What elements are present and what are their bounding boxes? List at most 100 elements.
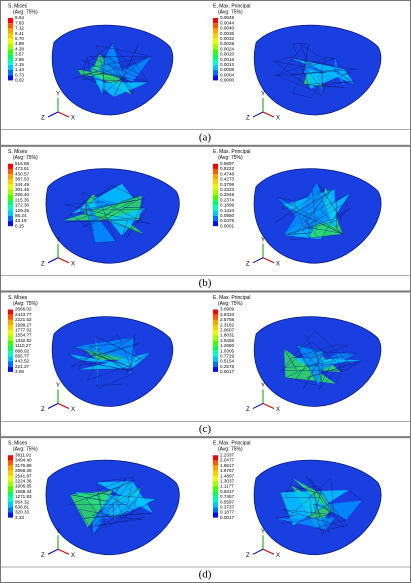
- mesh-line: [95, 335, 142, 360]
- mesh-line: [290, 188, 335, 216]
- mesh-line: [341, 72, 352, 76]
- legend-value: 0.1424: [220, 208, 234, 213]
- legend-value: 7.83: [15, 20, 24, 25]
- legend-subtitle: (Avg: 75%): [13, 447, 38, 453]
- triad-axis: [47, 548, 59, 555]
- legend-value: 0.0008: [220, 67, 234, 72]
- legend-value: 0.2374: [220, 197, 234, 202]
- mesh-line: [343, 360, 362, 372]
- triad-label: Y: [56, 237, 60, 243]
- triad-label: Y: [56, 92, 60, 98]
- mesh-line: [95, 385, 99, 389]
- mesh-line: [83, 74, 110, 84]
- mesh-line: [82, 59, 87, 63]
- legend-title: S, Mises: [8, 295, 28, 301]
- legend-band: [8, 215, 13, 221]
- triad-axis: [47, 403, 59, 409]
- mesh-line: [313, 492, 320, 518]
- mesh-line: [283, 205, 317, 230]
- mesh-line: [316, 351, 322, 383]
- mesh-line: [134, 63, 149, 83]
- mesh-line: [82, 78, 149, 83]
- mesh-line: [132, 333, 136, 361]
- stress-patch: [280, 489, 349, 527]
- legend-value: 2666.02: [15, 307, 32, 312]
- legend-band: [213, 356, 218, 362]
- mesh-line: [335, 370, 343, 384]
- legend-value: 0.5697: [220, 161, 234, 166]
- legend-value: 344.49: [15, 182, 29, 187]
- legend-value: 6.41: [15, 31, 24, 36]
- mesh-line: [110, 43, 139, 74]
- mesh-line: [99, 476, 135, 522]
- mesh-line: [82, 57, 88, 77]
- legend-value: 1.2880: [220, 343, 234, 348]
- legend-value: 1554.77: [15, 333, 32, 338]
- mesh-line: [340, 359, 348, 373]
- mesh-line: [64, 220, 128, 223]
- mesh-line: [281, 521, 298, 524]
- mesh-line: [292, 93, 312, 99]
- legend-band: [213, 174, 218, 180]
- mesh-line: [91, 222, 94, 232]
- mesh-line: [68, 492, 104, 505]
- legend-value: 301.45: [15, 187, 29, 192]
- legend-band: [8, 168, 13, 175]
- legend-band: [8, 460, 13, 466]
- legend-band: [8, 44, 13, 50]
- legend-value: 1271.83: [15, 494, 32, 499]
- triad-label: X: [71, 116, 75, 122]
- legend-value: 0.4273: [220, 177, 234, 182]
- mesh-line: [96, 476, 134, 483]
- legend-value: 2224.36: [15, 478, 32, 483]
- legend-band: [8, 33, 13, 39]
- mesh-line: [82, 59, 125, 80]
- legend-value: 1.1177: [220, 484, 234, 489]
- legend-value: 0.5154: [220, 359, 234, 364]
- triad-label: Z: [246, 407, 250, 413]
- mesh-line: [312, 191, 317, 230]
- legend-title: S, Mises: [8, 441, 28, 447]
- panel: (c)S, Mises(Avg: 75%)2666.022443.772221.…: [0, 291, 411, 438]
- mesh-line: [108, 198, 140, 219]
- mesh-line: [82, 76, 96, 83]
- legend-value: 3811.91: [15, 452, 32, 457]
- mesh-line: [77, 364, 81, 370]
- mesh-line: [102, 201, 140, 221]
- mesh-line: [91, 199, 135, 223]
- mesh-line: [126, 209, 147, 238]
- legend-value: 2.8333: [220, 312, 234, 317]
- legend-band: [213, 340, 218, 346]
- legend-band: [8, 345, 13, 352]
- mesh-line: [292, 478, 294, 481]
- mesh-line: [303, 81, 355, 85]
- legend-band: [213, 210, 218, 216]
- model-body: [51, 316, 174, 407]
- legend-value: 2.3182: [220, 322, 234, 327]
- legend-value: 0.1899: [220, 203, 234, 208]
- mesh-line: [312, 81, 355, 87]
- legend-value: 1.44: [15, 67, 24, 72]
- legend-value: 8.54: [15, 15, 24, 20]
- triad-label: Y: [261, 237, 265, 243]
- panel: (d)S, Mises(Avg: 75%)3811.913494.403176.…: [0, 437, 411, 583]
- legend-value: 3.06: [15, 369, 24, 374]
- mesh-line: [285, 377, 316, 381]
- triad-axis: [252, 403, 264, 409]
- triad-label: Y: [56, 383, 60, 389]
- legend-value: 430.57: [15, 171, 29, 176]
- legend-band: [8, 179, 13, 185]
- legend-value: 1110.27: [15, 343, 31, 348]
- mesh-line: [280, 492, 294, 527]
- legend-band: [8, 476, 13, 482]
- mesh-line: [135, 352, 152, 362]
- legend-subtitle: (Avg: 75%): [13, 9, 38, 15]
- legend-value: 86.24: [15, 213, 27, 218]
- triad-axis: [252, 548, 264, 555]
- legend-value: 0.0017: [220, 515, 234, 520]
- legend-value: 2859.38: [15, 468, 32, 473]
- mesh-line: [348, 489, 362, 501]
- model-body: [253, 24, 382, 116]
- legend-value: 0.0024: [220, 46, 234, 51]
